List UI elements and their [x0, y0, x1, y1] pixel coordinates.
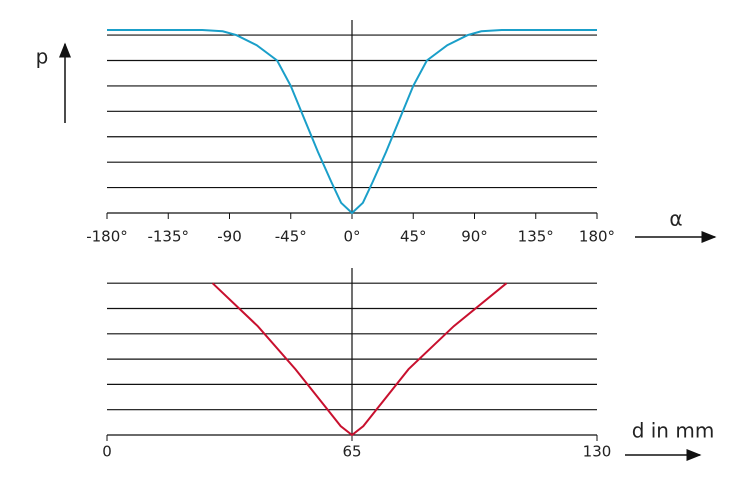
x-tick-label: 45° — [400, 228, 427, 246]
line-series — [107, 29, 597, 215]
y-axis-label: p — [36, 45, 49, 69]
x-tick-label: 0° — [343, 228, 360, 246]
x-tick-label: 65 — [342, 443, 361, 461]
x-tick-label: -90 — [217, 228, 242, 246]
x-tick-label: -135° — [147, 228, 189, 246]
x-axis-label: d in mm — [632, 419, 715, 443]
x-tick-label: -45° — [275, 228, 307, 246]
line-series — [211, 282, 508, 437]
x-tick-label: 130 — [583, 443, 612, 461]
x-axis-label: α — [669, 207, 682, 231]
x-tick-label: 180° — [579, 228, 615, 246]
x-tick-label: 90° — [461, 228, 488, 246]
x-tick-label: -180° — [86, 228, 128, 246]
x-tick-label: 0 — [102, 443, 112, 461]
x-tick-label: 135° — [518, 228, 554, 246]
